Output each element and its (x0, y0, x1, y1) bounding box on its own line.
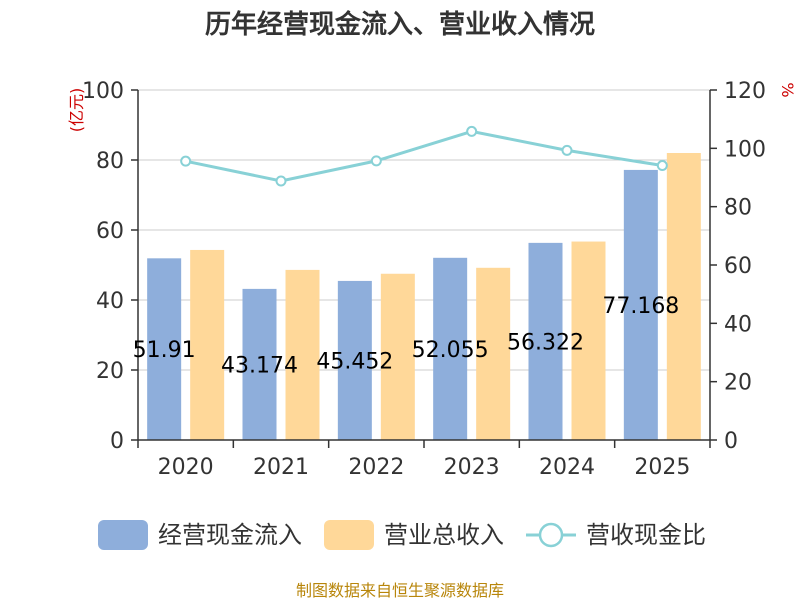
bar-cash-inflow (337, 280, 372, 440)
legend-label: 营收现金比 (586, 521, 706, 549)
bar-revenue (571, 241, 606, 440)
ratio-point (180, 155, 192, 167)
bar-cash-inflow (147, 258, 182, 440)
bar-data-label: 52.055 (412, 338, 489, 363)
bar-cash-inflow (623, 169, 658, 441)
right-tick-label: 100 (724, 137, 766, 162)
legend-swatch (98, 520, 148, 550)
right-tick-label: 0 (724, 429, 738, 454)
bar-revenue (190, 249, 225, 440)
right-tick-label: 60 (724, 254, 752, 279)
legend-line-marker (538, 522, 564, 548)
bar-data-label: 56.322 (507, 330, 584, 355)
right-axis-unit: % (778, 82, 797, 97)
source-note: 制图数据来自恒生聚源数据库 (296, 581, 504, 600)
x-tick-label: 2023 (444, 455, 500, 480)
legend-swatch (324, 520, 374, 550)
left-tick-label: 100 (82, 79, 124, 104)
right-tick-label: 40 (724, 312, 752, 337)
ratio-point (275, 175, 287, 187)
x-tick-label: 2025 (634, 455, 690, 480)
x-tick-label: 2024 (539, 455, 595, 480)
bar-cash-inflow (528, 242, 563, 440)
x-tick-label: 2020 (158, 455, 214, 480)
legend: 经营现金流入 营业总收入 营收现金比 (98, 520, 706, 550)
left-tick-label: 40 (96, 289, 124, 314)
bar-revenue (285, 269, 320, 440)
legend-label: 营业总收入 (384, 521, 504, 549)
bar-cash-inflow (242, 288, 277, 440)
right-tick-label: 20 (724, 371, 752, 396)
left-tick-label: 60 (96, 219, 124, 244)
bar-data-label: 77.168 (602, 294, 679, 319)
bar-revenue (476, 267, 511, 440)
ratio-point (656, 160, 668, 172)
ratio-line (185, 129, 663, 183)
x-tick-label: 2022 (348, 455, 404, 480)
ratio-line-layer (180, 125, 668, 187)
bar-data-label: 51.91 (133, 338, 196, 363)
ratio-point (466, 125, 478, 137)
bar-labels-layer: 51.91 43.174 45.452 52.055 56.322 77.168 (133, 294, 680, 378)
gridlines (138, 89, 710, 371)
bar-data-label: 45.452 (316, 349, 393, 374)
x-tick-label: 2021 (253, 455, 309, 480)
axes-layer: 0 20 40 60 80 100 0 20 40 60 80 100 120 2020 2021 2022 2… (82, 79, 766, 480)
legend-label: 经营现金流入 (158, 521, 302, 549)
left-tick-label: 20 (96, 359, 124, 384)
bar-revenue (666, 153, 701, 440)
right-tick-label: 120 (724, 79, 766, 104)
bars-layer (147, 153, 701, 441)
chart-title: 历年经营现金流入、营业收入情况 (205, 9, 595, 40)
bar-cash-inflow (433, 257, 468, 440)
left-tick-label: 80 (96, 149, 124, 174)
right-tick-label: 80 (724, 196, 752, 221)
ratio-point (370, 155, 382, 167)
left-axis-unit: (亿元) (67, 88, 86, 133)
bar-data-label: 43.174 (221, 353, 298, 378)
ratio-point (561, 144, 573, 156)
bar-revenue (380, 273, 415, 440)
left-tick-label: 0 (110, 429, 124, 454)
